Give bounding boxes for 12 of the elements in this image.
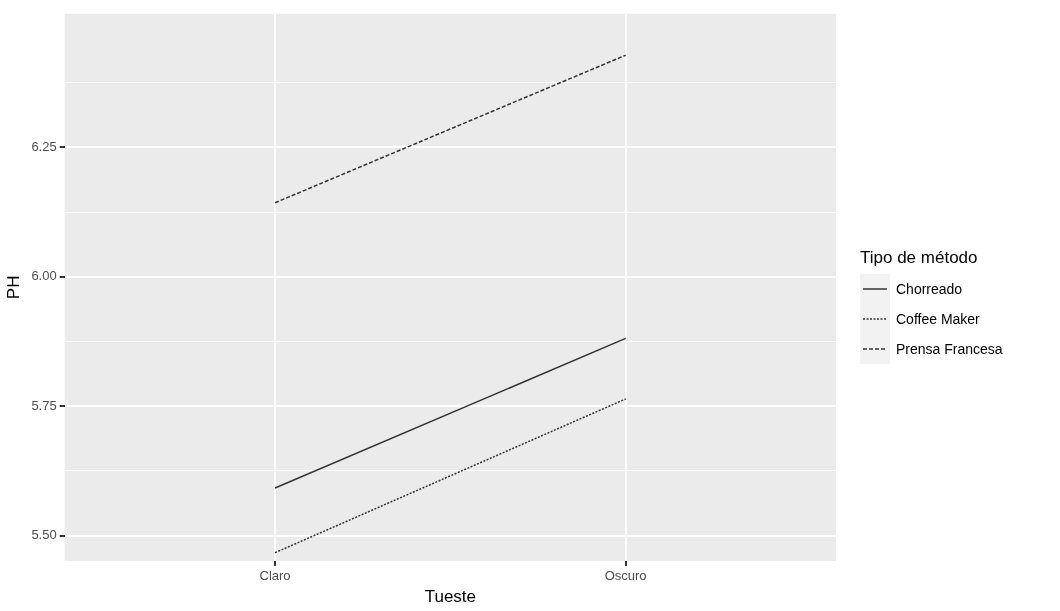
y-axis-title: PH [3,275,23,300]
y-tick-label: 5.75 [31,397,57,413]
x-tick-label: Claro [259,568,291,584]
y-tick-label: 6.25 [31,138,57,154]
legend-label: Coffee Maker [896,310,980,327]
legend-label: Chorreado [896,280,963,297]
legend-label: Prensa Francesa [896,340,1003,357]
y-tick-label: 6.00 [31,268,57,284]
y-tick-label: 5.50 [31,527,57,543]
x-axis-title: Tueste [424,587,477,607]
legend-title: Tipo de método [860,247,979,268]
x-tick-label: Oscuro [604,568,647,584]
